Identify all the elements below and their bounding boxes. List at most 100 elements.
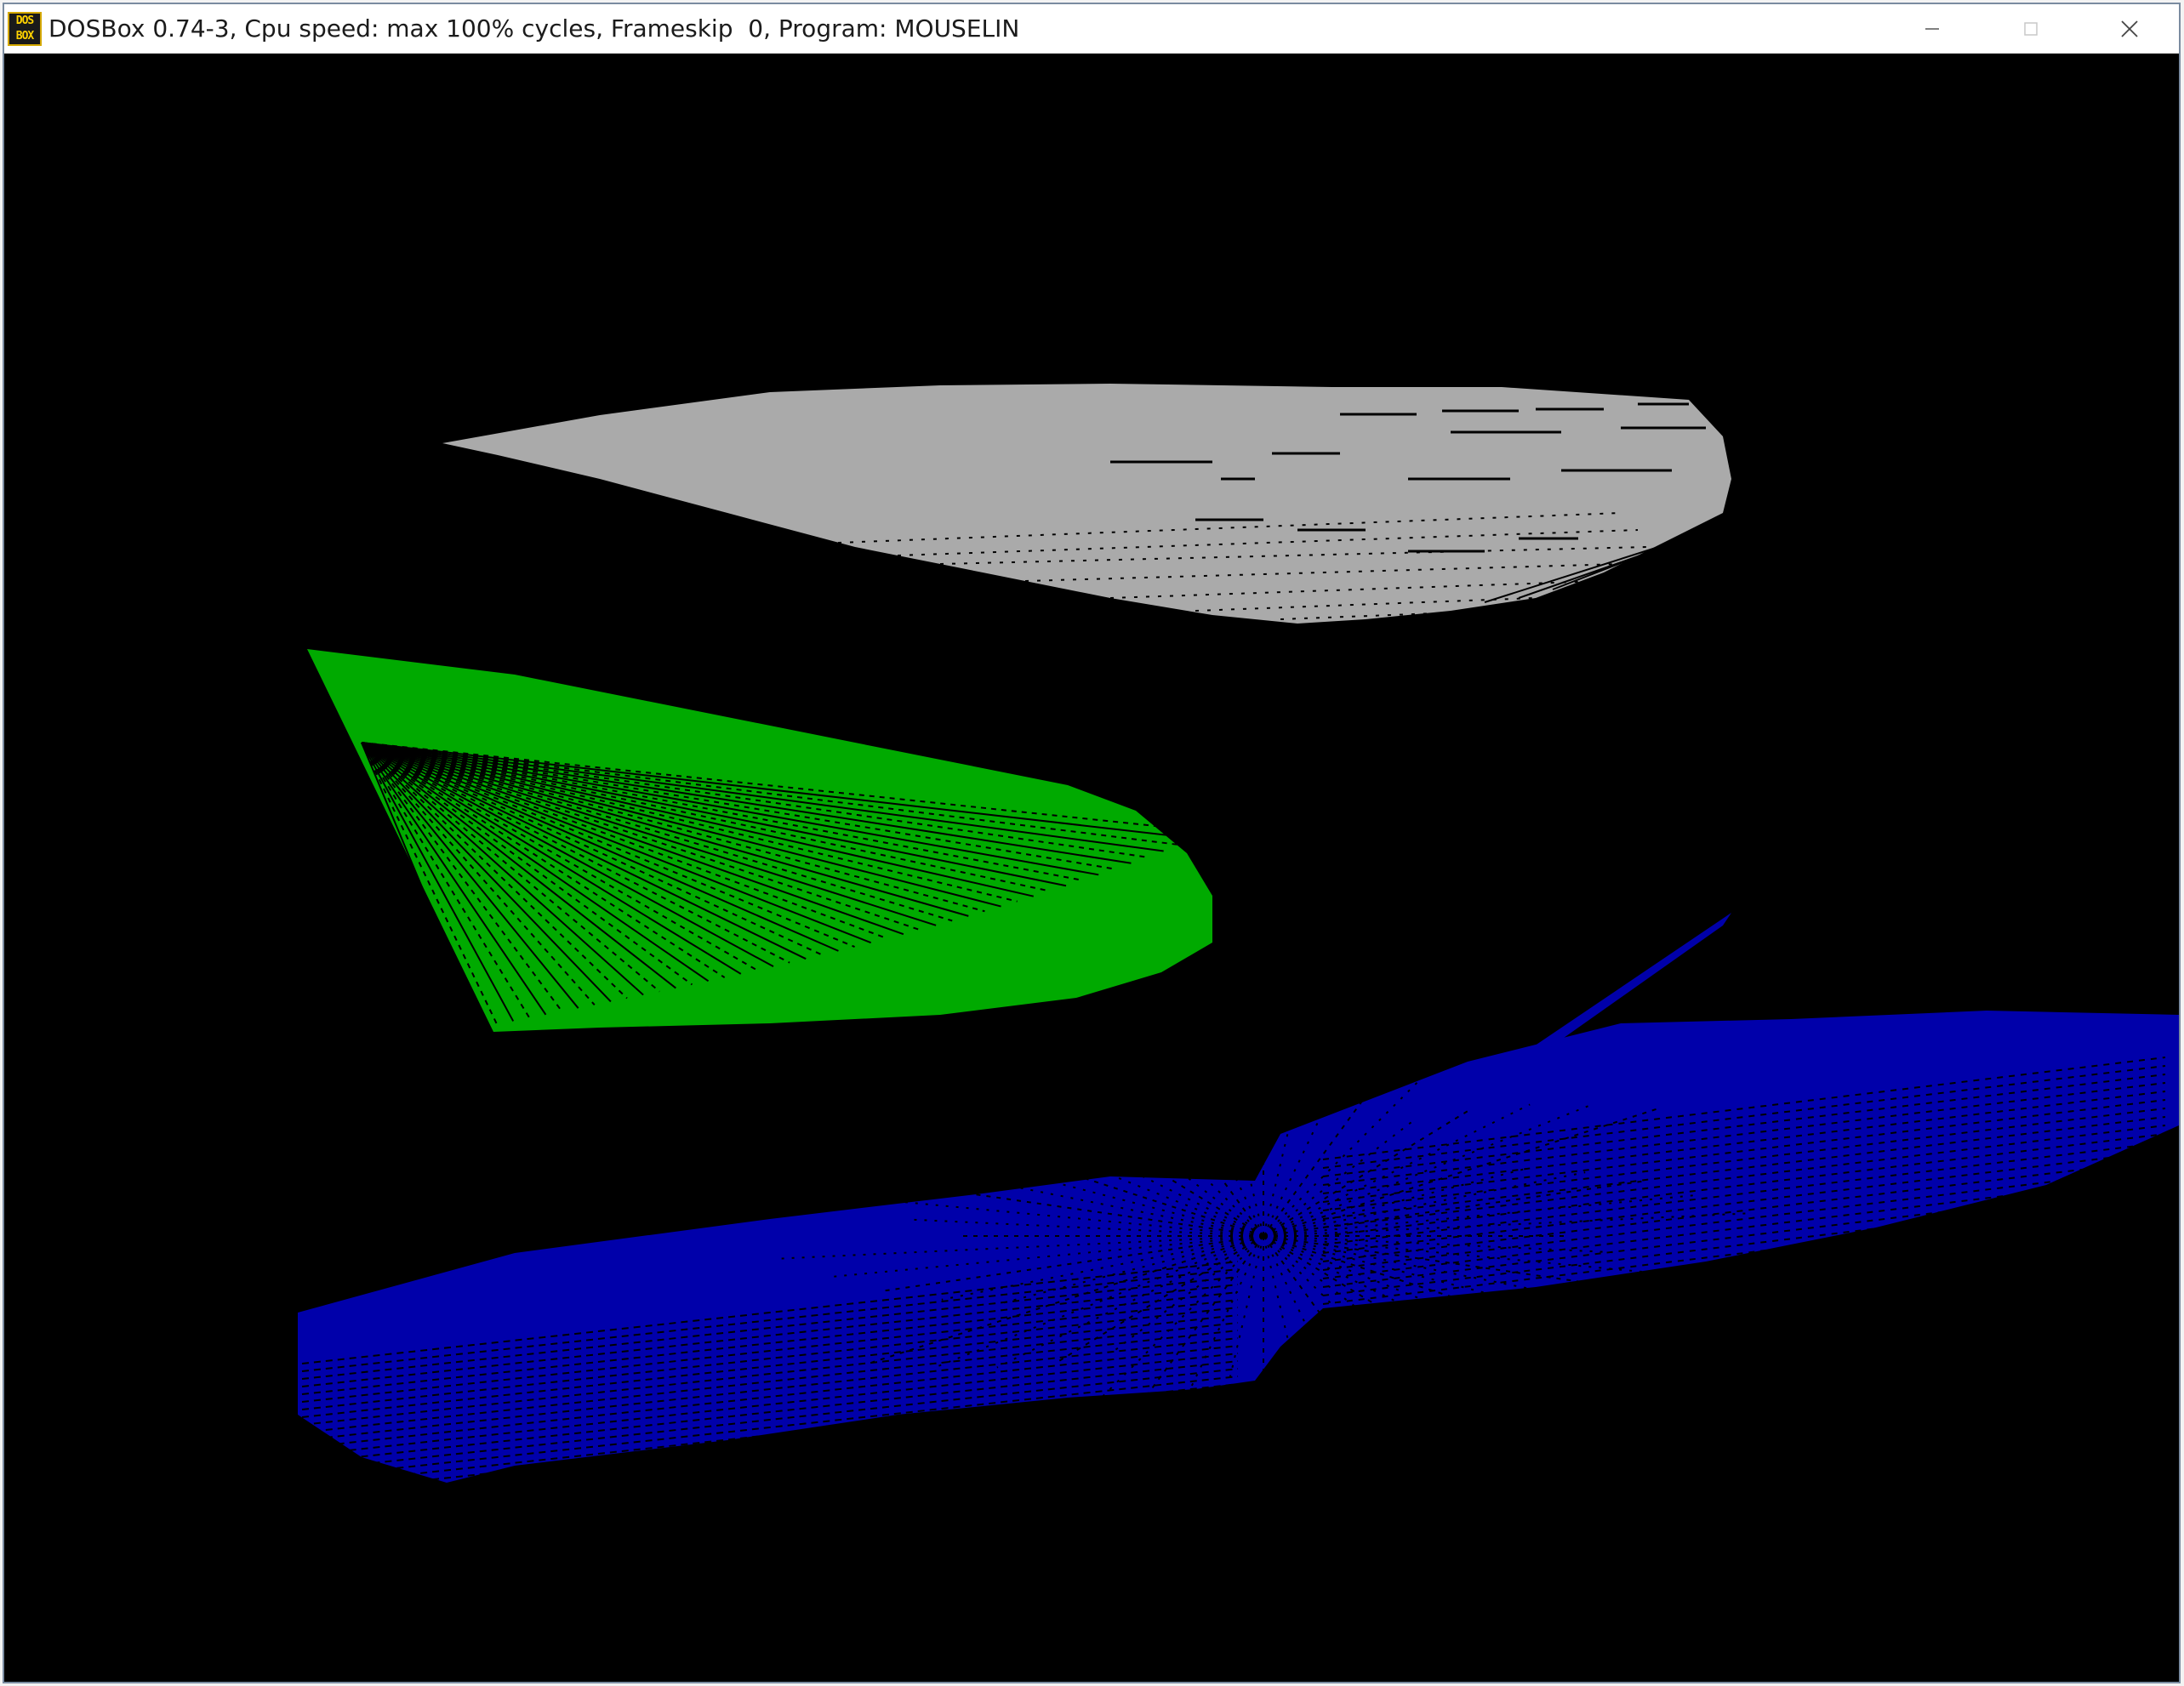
blue-ray-line bbox=[1109, 1117, 1264, 1237]
blue-scan-line bbox=[301, 1406, 1239, 1510]
green-ray-line bbox=[361, 742, 1132, 864]
blue-scan-line bbox=[301, 1330, 1239, 1433]
green-ray-line bbox=[361, 742, 904, 936]
blue-scan-line bbox=[301, 1291, 1239, 1395]
blue-ray-line bbox=[829, 1235, 1264, 1279]
blue-scan-line bbox=[1322, 1176, 2166, 1279]
blue-ray-line bbox=[1263, 1235, 1561, 1384]
blue-scan-line bbox=[301, 1261, 1239, 1364]
blue-ray-line bbox=[1139, 1067, 1264, 1237]
green-ray-line bbox=[361, 742, 1067, 887]
green-ray-line bbox=[361, 742, 628, 1000]
blue-scan-line bbox=[1322, 1159, 2166, 1262]
green-ray-line bbox=[361, 742, 644, 996]
blue-ray-line bbox=[1263, 1235, 1388, 1405]
green-ray-line bbox=[361, 742, 515, 1022]
blue-ray-line bbox=[1263, 1047, 1402, 1237]
blue-ray-line bbox=[1263, 1117, 1417, 1237]
green-ray-line bbox=[361, 742, 596, 1005]
blue-ray-line bbox=[1263, 1171, 1586, 1237]
blue-scan-line bbox=[1322, 1091, 2166, 1194]
blue-scan-line bbox=[301, 1383, 1239, 1487]
blue-ray-line bbox=[932, 1235, 1264, 1370]
green-ray-line bbox=[361, 742, 1018, 903]
green-ray-line bbox=[361, 742, 1051, 892]
green-ray-line bbox=[361, 742, 1164, 852]
blue-scan-line bbox=[1322, 1125, 2166, 1228]
green-ray-line bbox=[361, 742, 921, 931]
blue-ray-line bbox=[913, 1218, 1264, 1237]
blue-ray-line bbox=[1263, 1079, 1302, 1237]
blue-ray-line bbox=[966, 1088, 1264, 1237]
blue-scan-line bbox=[1322, 1065, 2166, 1169]
green-ray-line bbox=[361, 742, 579, 1009]
blue-ray-line bbox=[941, 1235, 1264, 1301]
maximize-icon bbox=[2024, 21, 2038, 36]
green-fan-shape bbox=[307, 649, 1213, 1032]
blue-ray-line bbox=[1109, 1235, 1264, 1355]
blue-scan-line bbox=[1322, 1074, 2166, 1177]
green-ray-line bbox=[361, 742, 888, 940]
blue-ray-line bbox=[1263, 1235, 1560, 1356]
green-ray-line bbox=[361, 742, 758, 971]
blue-ray-line bbox=[1263, 1102, 1594, 1237]
blue-fan-shape bbox=[298, 913, 2179, 1525]
icon-text-top: DOS bbox=[15, 14, 35, 27]
blue-scan-line bbox=[1322, 1116, 2166, 1220]
blue-ray-line bbox=[874, 1198, 1264, 1237]
blue-ray-line bbox=[967, 1116, 1264, 1237]
green-ray-line bbox=[361, 742, 563, 1012]
blue-ray-line bbox=[1263, 1235, 1316, 1453]
blue-scan-line bbox=[1322, 1150, 2166, 1254]
green-ray-line bbox=[361, 742, 774, 968]
green-ray-line bbox=[361, 742, 937, 926]
green-ray-line bbox=[361, 742, 807, 960]
blue-scan-line bbox=[301, 1322, 1239, 1426]
minimize-icon bbox=[1925, 27, 1939, 30]
blue-scan-line bbox=[301, 1299, 1239, 1403]
green-ray-line bbox=[361, 742, 693, 986]
gray-fan-shape bbox=[442, 384, 1731, 624]
blue-scan-line bbox=[301, 1314, 1239, 1418]
green-ray-line bbox=[361, 742, 790, 964]
blue-scan-line bbox=[301, 1284, 1239, 1387]
blue-scan-line bbox=[1322, 1193, 2166, 1296]
green-ray-line bbox=[361, 742, 1001, 908]
green-ray-line bbox=[361, 742, 482, 1028]
green-ray-line bbox=[361, 742, 839, 952]
blue-scan-line bbox=[1322, 1184, 2166, 1288]
close-icon bbox=[2121, 20, 2138, 37]
minimize-button[interactable] bbox=[1883, 4, 1982, 53]
blue-ray-line bbox=[1263, 1235, 1614, 1254]
blue-scan-line bbox=[1322, 1133, 2166, 1237]
blue-ray-line bbox=[1263, 1062, 1348, 1237]
icon-text-bottom: BOX bbox=[15, 30, 35, 43]
maximize-button[interactable] bbox=[1982, 4, 2080, 53]
green-ray-line bbox=[361, 742, 676, 989]
blue-scan-line bbox=[301, 1268, 1239, 1372]
dos-screen[interactable] bbox=[4, 54, 2179, 1682]
blue-scan-line bbox=[301, 1353, 1239, 1456]
green-ray-line bbox=[361, 742, 969, 917]
blue-scan-line bbox=[301, 1307, 1239, 1410]
blue-ray-line bbox=[1211, 1019, 1264, 1237]
blue-ray-line bbox=[884, 1235, 1264, 1292]
window-title: DOSBox 0.74-3, Cpu speed: max 100% cycle… bbox=[48, 14, 1020, 43]
blue-scan-line bbox=[301, 1391, 1239, 1495]
green-ray-line bbox=[361, 742, 660, 993]
green-ray-line bbox=[361, 742, 1099, 876]
close-button[interactable] bbox=[2080, 4, 2179, 53]
blue-ray-line bbox=[1263, 1235, 1417, 1355]
blue-scan-line bbox=[301, 1337, 1239, 1441]
title-bar[interactable]: DOS BOX DOSBox 0.74-3, Cpu speed: max 10… bbox=[4, 4, 2179, 54]
blue-scan-line bbox=[1322, 1201, 2166, 1305]
blue-scan-line bbox=[301, 1398, 1239, 1502]
blue-scan-line bbox=[301, 1376, 1239, 1479]
blue-ray-line bbox=[866, 1235, 1264, 1365]
green-ray-line bbox=[361, 742, 710, 983]
graphics-canvas bbox=[298, 384, 2179, 1525]
green-ray-line bbox=[361, 742, 872, 944]
blue-scan-line bbox=[1322, 1167, 2166, 1271]
dosbox-app-icon[interactable]: DOS BOX bbox=[8, 11, 42, 46]
blue-ray-line bbox=[1225, 1235, 1264, 1393]
